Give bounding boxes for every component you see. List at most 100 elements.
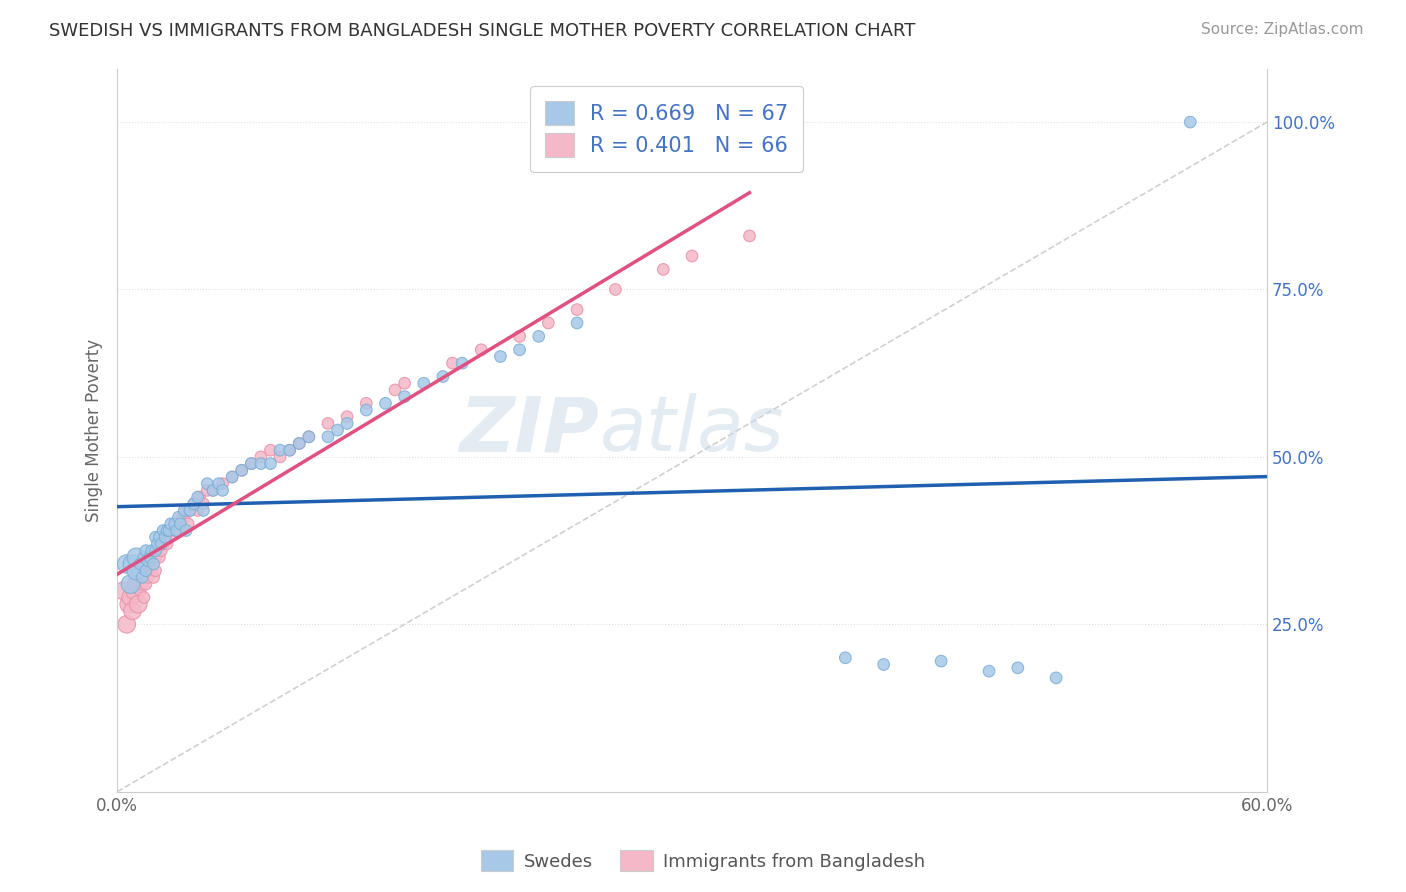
Point (211, 476, 233, 491)
Point (120, 591, 142, 605)
Point (125, 550, 148, 565)
Text: Source: ZipAtlas.com: Source: ZipAtlas.com (1201, 22, 1364, 37)
Point (125, 577, 148, 591)
Point (652, 262, 675, 277)
Point (145, 543, 167, 558)
Point (156, 537, 179, 551)
Point (187, 503, 209, 517)
Point (188, 490, 211, 504)
Point (131, 570, 153, 584)
Point (527, 329, 550, 343)
Point (157, 530, 180, 544)
Point (432, 369, 454, 384)
Point (160, 524, 183, 538)
Point (221, 470, 243, 484)
Point (167, 510, 190, 524)
Point (509, 329, 531, 343)
Point (135, 564, 157, 578)
Point (129, 557, 152, 571)
Point (121, 604, 143, 618)
Point (139, 557, 162, 571)
Point (269, 443, 291, 458)
Point (195, 483, 218, 498)
Point (131, 577, 153, 591)
Point (394, 376, 416, 391)
Point (183, 497, 205, 511)
Point (111, 583, 134, 598)
Point (336, 417, 359, 431)
Point (173, 510, 195, 524)
Point (316, 417, 339, 431)
Point (156, 524, 179, 538)
Point (187, 490, 209, 504)
Point (211, 483, 233, 498)
Point (169, 516, 191, 531)
Point (157, 524, 180, 538)
Point (250, 457, 273, 471)
Point (326, 423, 349, 437)
Point (174, 503, 197, 517)
Point (298, 430, 321, 444)
Point (152, 537, 174, 551)
Point (115, 557, 138, 571)
Point (177, 516, 200, 531)
Point (565, 302, 588, 317)
Point (160, 516, 183, 531)
Point (240, 457, 263, 471)
Legend: R = 0.669   N = 67, R = 0.401   N = 66: R = 0.669 N = 67, R = 0.401 N = 66 (530, 87, 803, 172)
Text: ZIP: ZIP (460, 393, 600, 467)
Point (201, 483, 224, 498)
Point (145, 564, 167, 578)
Point (201, 483, 224, 498)
Point (179, 503, 201, 517)
Point (179, 503, 201, 517)
Point (288, 436, 311, 450)
Point (221, 470, 243, 484)
Point (489, 350, 512, 364)
Point (509, 343, 531, 357)
Point (136, 554, 159, 568)
Point (384, 383, 406, 397)
Point (148, 550, 170, 565)
Point (132, 591, 155, 605)
Point (139, 550, 162, 565)
Point (336, 409, 359, 424)
Point (451, 356, 474, 370)
Point (150, 543, 173, 558)
Text: SWEDISH VS IMMIGRANTS FROM BANGLADESH SINGLE MOTHER POVERTY CORRELATION CHART: SWEDISH VS IMMIGRANTS FROM BANGLADESH SI… (49, 22, 915, 40)
Point (142, 557, 165, 571)
Point (441, 356, 464, 370)
Point (470, 343, 492, 357)
Point (145, 530, 167, 544)
Point (166, 524, 188, 538)
Point (127, 597, 149, 611)
Point (115, 617, 138, 632)
Point (298, 430, 321, 444)
Point (163, 516, 186, 531)
Point (135, 543, 157, 558)
Point (412, 376, 434, 391)
Point (250, 450, 273, 464)
Point (605, 283, 627, 297)
Point (565, 316, 588, 330)
Point (834, 650, 856, 665)
Point (537, 316, 560, 330)
Point (125, 564, 148, 578)
Point (118, 597, 141, 611)
Point (124, 583, 146, 598)
Point (142, 570, 165, 584)
Point (141, 543, 163, 558)
Point (153, 530, 176, 544)
Point (269, 450, 291, 464)
Point (278, 443, 301, 458)
Point (977, 664, 1000, 678)
Point (374, 396, 396, 410)
Point (146, 537, 169, 551)
Point (872, 657, 894, 672)
Point (174, 524, 197, 538)
Point (152, 524, 174, 538)
Point (356, 403, 378, 417)
Point (681, 249, 703, 263)
Point (141, 564, 163, 578)
Point (394, 390, 416, 404)
